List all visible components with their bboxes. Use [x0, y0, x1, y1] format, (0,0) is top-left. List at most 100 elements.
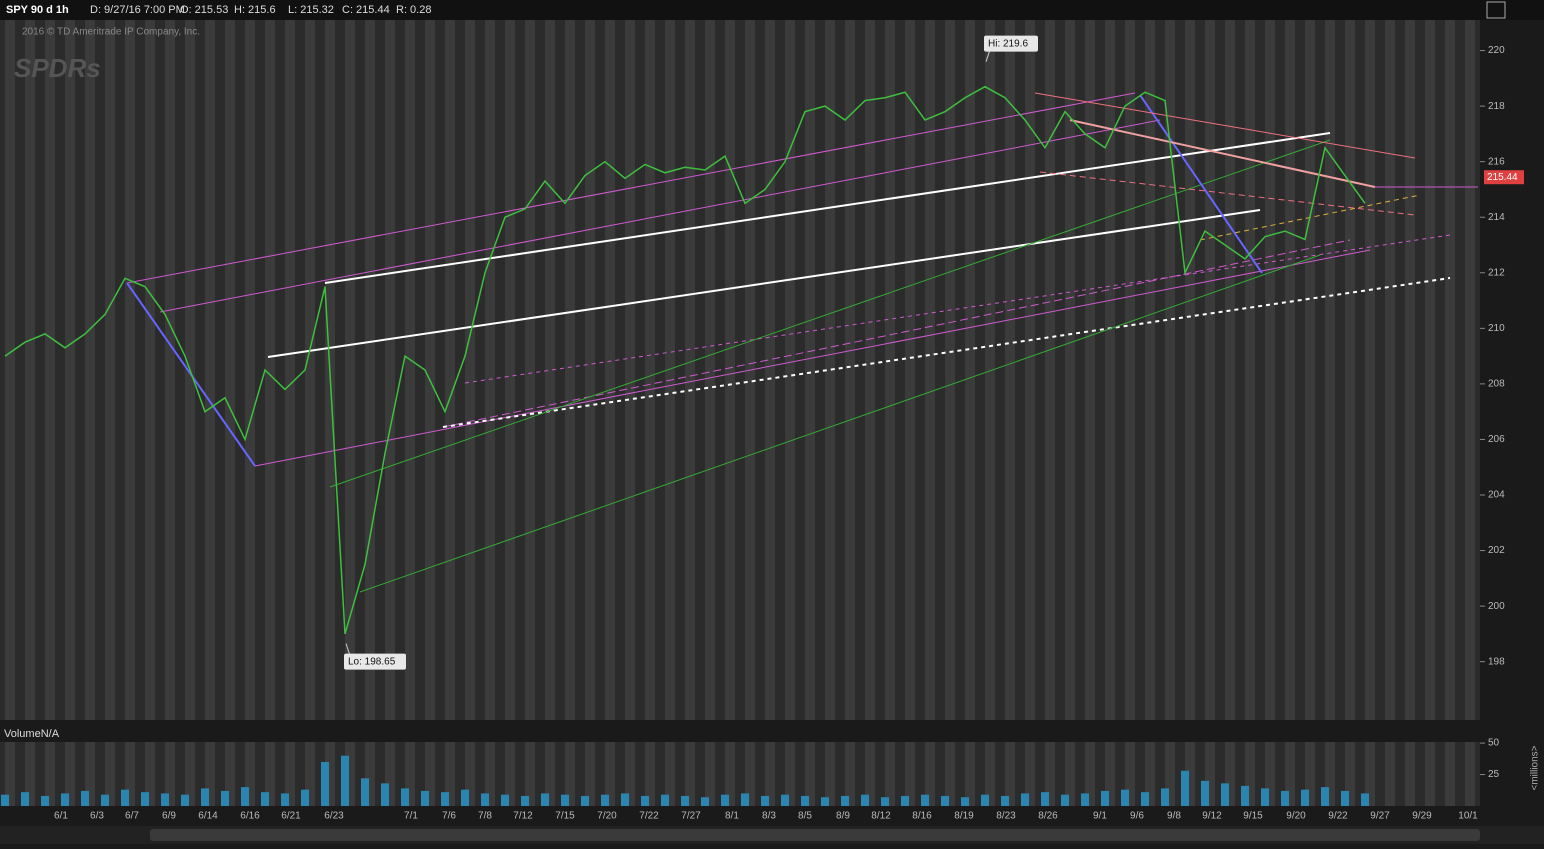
volume-bar [1321, 787, 1329, 806]
header-close: C: 215.44 [342, 4, 390, 16]
x-tick-label: 6/1 [54, 811, 68, 822]
x-tick-label: 9/6 [1130, 811, 1144, 822]
x-tick-label: 6/23 [324, 811, 344, 822]
x-tick-label: 7/20 [597, 811, 617, 822]
y-tick-label: 214 [1488, 212, 1505, 223]
x-tick-label: 10/1 [1458, 811, 1478, 822]
volume-bar [861, 794, 869, 806]
price-line [4, 85, 1366, 635]
x-tick-label: 9/15 [1243, 811, 1263, 822]
x-tick-label: 6/7 [125, 811, 139, 822]
volume-bar [841, 795, 849, 806]
volume-bar [261, 792, 269, 806]
volume-bar [441, 792, 449, 806]
y-tick-label: 25 [1488, 769, 1500, 780]
volume-bar [601, 794, 609, 806]
volume-bar [1141, 792, 1149, 806]
volume-bar [1221, 783, 1229, 806]
x-tick-label: 9/1 [1093, 811, 1107, 822]
volume-bar [801, 795, 809, 806]
volume-bar [1201, 780, 1209, 806]
volume-bar [1061, 794, 1069, 806]
x-tick-label: 8/9 [836, 811, 850, 822]
volume-bar [1101, 790, 1109, 806]
y-tick-label: 204 [1488, 490, 1505, 501]
volume-bar [961, 797, 969, 806]
header-range: R: 0.28 [396, 4, 431, 16]
x-tick-label: 9/12 [1202, 811, 1222, 822]
volume-bar [1241, 785, 1249, 806]
volume-bar [1161, 788, 1169, 806]
volume-bar [381, 783, 389, 806]
volume-bar [1301, 789, 1309, 806]
volume-bar [401, 788, 409, 806]
volume-bar [561, 794, 569, 806]
annotation-text: Hi: 219.6 [988, 38, 1028, 49]
y-tick-label: 50 [1488, 738, 1500, 749]
x-tick-label: 7/27 [681, 811, 701, 822]
volume-bar [1021, 793, 1029, 806]
x-tick-label: 7/15 [555, 811, 575, 822]
annotation-box [344, 653, 406, 670]
x-tick-label: 7/1 [404, 811, 418, 822]
volume-bar [141, 792, 149, 806]
volume-bar [61, 793, 69, 806]
x-tick-label: 8/1 [725, 811, 739, 822]
volume-bar [521, 795, 529, 806]
x-tick-label: 7/6 [442, 811, 456, 822]
volume-bar [101, 794, 109, 806]
volume-bar [1281, 790, 1289, 806]
volume-bar [1341, 790, 1349, 806]
volume-bar [121, 789, 129, 806]
volume-bar [281, 793, 289, 806]
header-low: L: 215.32 [288, 4, 334, 16]
volume-bar [1001, 795, 1009, 806]
volume-bar [201, 788, 209, 806]
volume-bar [341, 755, 349, 806]
volume-axis-label: <millions> [1530, 745, 1541, 790]
volume-bar [1121, 789, 1129, 806]
menu-icon[interactable] [1486, 1, 1506, 19]
y-tick-label: 220 [1488, 45, 1505, 56]
y-tick-label: 212 [1488, 267, 1505, 278]
x-tick-label: 9/27 [1370, 811, 1390, 822]
x-tick-label: 6/3 [90, 811, 104, 822]
y-tick-label: 208 [1488, 379, 1505, 390]
header-date: D: 9/27/16 7:00 PM [90, 4, 185, 16]
header-high: H: 215.6 [234, 4, 276, 16]
volume-bar [901, 795, 909, 806]
volume-bar [981, 794, 989, 806]
volume-title-bar [0, 726, 1480, 742]
volume-bar [1181, 770, 1189, 806]
header-open: O: 215.53 [180, 4, 228, 16]
volume-bar [681, 795, 689, 806]
volume-title: VolumeN/A [4, 728, 60, 740]
x-tick-label: 8/5 [798, 811, 812, 822]
x-tick-label: 8/3 [762, 811, 776, 822]
y-tick-label: 206 [1488, 434, 1505, 445]
volume-bar [241, 787, 249, 806]
header-bar [0, 0, 1544, 20]
annotation-text: Lo: 198.65 [348, 656, 396, 667]
volume-bar [701, 797, 709, 806]
symbol: SPY 90 d 1h [6, 4, 69, 16]
y-tick-label: 200 [1488, 601, 1505, 612]
scroll-thumb[interactable] [150, 829, 1480, 841]
volume-bar [321, 761, 329, 806]
x-tick-label: 7/22 [639, 811, 659, 822]
volume-bar [81, 790, 89, 806]
volume-bar [481, 793, 489, 806]
volume-bar [761, 795, 769, 806]
watermark: SPDRs [14, 53, 101, 83]
volume-bar [41, 795, 49, 806]
last-price-label: 215.44 [1487, 172, 1518, 183]
volume-bar [221, 790, 229, 806]
y-tick-label: 218 [1488, 101, 1505, 112]
volume-bar [1041, 792, 1049, 806]
x-tick-label: 8/23 [996, 811, 1016, 822]
volume-bar [941, 795, 949, 806]
volume-bar [621, 793, 629, 806]
volume-bar [1261, 788, 1269, 806]
y-tick-label: 216 [1488, 156, 1505, 167]
